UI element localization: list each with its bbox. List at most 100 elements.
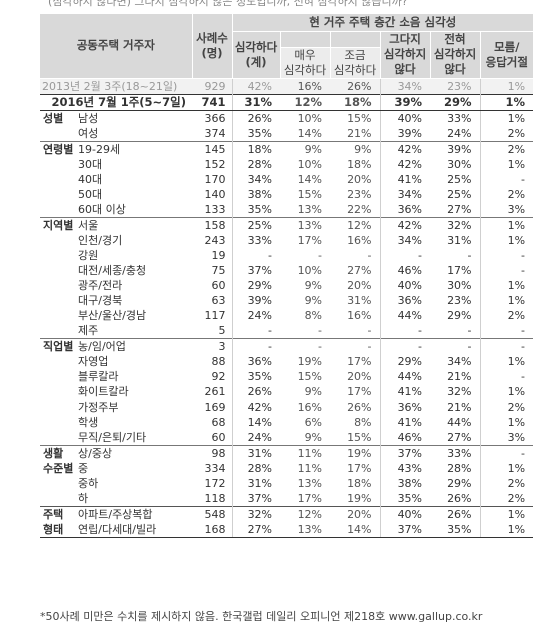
table-row: 가정주부 169 42% 16% 26% 36% 21% 2% [40,399,534,415]
cell-not-at-all: 32% [430,216,481,233]
row-label: 블루칼라 [78,370,119,384]
header-serious-total: 심각하다 (계) [232,31,281,79]
cell-not-at-all: 28% [447,461,472,475]
table-row: 주택 아파트/주상복합 548 32% 12% 20% 40% 26% 1% [40,505,534,522]
cell-somewhat-serious: 9% [330,140,381,157]
row-sample-size: 92 [192,369,233,385]
cell-not-much: - [379,338,431,355]
row-label: 화이트칼라 [78,385,129,399]
cell-not-at-all: 21% [447,400,472,414]
table-row: 화이트칼라 261 26% 9% 17% 41% 32% 1% [40,384,534,400]
row-label: 가정주부 [78,400,119,414]
cell-not-much: 40% [379,278,431,294]
cell-serious-total: 34% [247,172,273,186]
cell-very-serious: 13% [280,216,331,233]
cell-somewhat-serious: 27% [347,264,372,278]
row-group [40,157,76,172]
row-label: 19-29세 [76,140,193,157]
row-label: 2013년 2월 3주(18~21일) [40,78,193,95]
row-group: 성별 [40,109,76,126]
cell-not-much: 34% [379,232,431,249]
cell-not-much: 34% [379,78,431,95]
row-label: 대전/세종/충청 [78,264,147,278]
cell-dont-know: 1% [479,414,534,430]
row-label: 2016년 7월 1주(5~7일) [40,93,193,111]
cell-not-much: 42% [379,216,431,233]
cell-very-serious: 12% [280,505,331,522]
cell-not-much: 44% [379,308,431,324]
cell-not-much: - [379,323,431,339]
table-row: 제주 5- - - - - - [40,323,534,339]
cell-very-serious: 15% [297,370,323,384]
cell-somewhat-serious: 22% [347,202,372,216]
footnote: *50사례 미만은 수치를 제시하지 않음. 한국갤럽 데일리 오피니언 제21… [40,610,483,623]
header-text-strip: (심각하지 않다면) 그다지 심각하지 않은 정도입니까, 전혀 심각하지 않습… [0,0,550,14]
row-label: 여성 [78,126,99,140]
cell-not-at-all: - [467,324,472,338]
row-sample-size: 98 [192,444,233,461]
table-row: 여성 374 35% 14% 21% 39% 24% 2% [40,125,534,142]
header-somewhat-serious: 조금 심각하다 [330,47,381,79]
row-group [40,323,76,339]
row-group [40,248,76,263]
table-row: 2013년 2월 3주(18~21일) 929 42% 16% 26% 34% 23% 1% [40,78,534,95]
cell-not-at-all: - [467,249,472,263]
row-sample-size: 741 [192,93,233,111]
cell-not-at-all: 27% [447,430,472,444]
cell-dont-know: 2% [479,490,534,507]
cell-not-much: 41% [379,171,431,187]
cell-not-at-all: 29% [447,309,472,323]
cell-somewhat-serious: 18% [347,476,372,490]
cell-dont-know: 1% [479,384,534,400]
row-sample-size: 3 [192,338,233,355]
cell-very-serious: 10% [297,157,323,171]
row-label: 상/중상 [76,444,193,461]
cell-somewhat-serious: 20% [330,505,381,522]
cell-very-serious: - [280,338,331,355]
row-label: 연립/다세대/빌라 [76,521,193,538]
cell-serious-total: 33% [247,233,273,247]
row-group: 직업별 [40,338,76,355]
cell-serious-total: 32% [232,505,281,522]
cell-dont-know: 2% [479,125,534,142]
cell-very-serious: 14% [297,172,323,186]
cell-serious-total: 31% [247,476,273,490]
row-sample-size: 118 [192,490,233,507]
cell-very-serious: 17% [297,491,323,505]
cell-dont-know: 1% [479,521,534,538]
row-group [40,354,76,369]
row-label: 40대 [78,172,103,186]
row-sample-size: 117 [192,308,233,324]
header-title: 공동주택 거주자 [40,14,193,79]
cell-somewhat-serious: 20% [347,370,372,384]
cell-somewhat-serious: 20% [347,279,372,293]
header-sample-size: 사례수 (명) [192,14,233,79]
cell-somewhat-serious: 26% [330,78,381,95]
cell-somewhat-serious: 21% [347,126,372,140]
cell-somewhat-serious: 31% [347,294,372,308]
cell-dont-know: 1% [479,505,534,522]
cell-not-at-all: 27% [447,202,472,216]
cell-not-at-all: 31% [447,233,472,247]
row-sample-size: 366 [192,109,233,126]
cell-serious-total: 36% [247,355,273,369]
row-group [40,187,76,202]
cell-serious-total: - [232,338,281,355]
cell-dont-know: 1% [479,156,534,172]
table-row: 50대 140 38% 15% 23% 34% 25% 2% [40,186,534,202]
cell-not-much: 35% [379,490,431,507]
row-group [40,263,76,278]
cell-not-at-all: 23% [447,294,472,308]
row-group [40,233,76,248]
cell-dont-know: - [479,369,534,385]
cell-very-serious: 9% [304,294,323,308]
row-group [40,399,76,414]
header-dont-know: 모름/ 응답거절 [480,31,534,79]
cell-somewhat-serious: 15% [330,109,381,126]
cell-very-serious: 13% [280,521,331,538]
cell-very-serious: 15% [297,187,323,201]
row-group [40,415,76,430]
cell-somewhat-serious: 26% [347,400,372,414]
cell-dont-know: 2% [479,475,534,491]
cell-not-at-all: 21% [447,370,472,384]
